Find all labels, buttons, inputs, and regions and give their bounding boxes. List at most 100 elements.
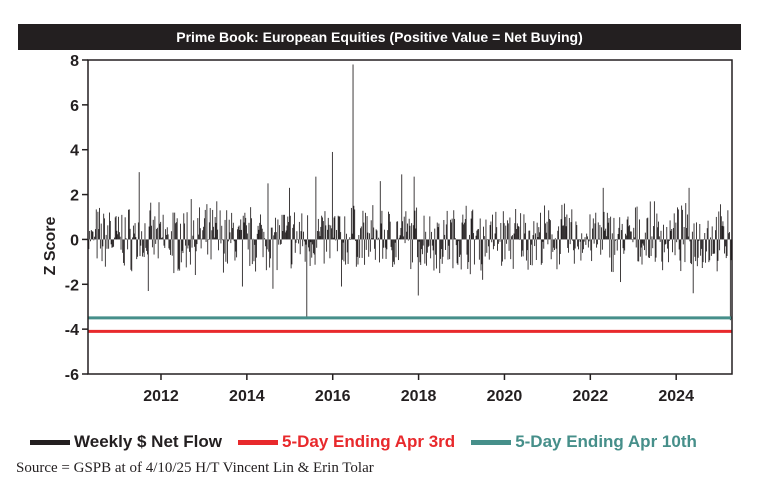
flow-bar [262, 239, 264, 258]
flow-bar [698, 239, 700, 241]
flow-bar [254, 239, 256, 245]
flow-bar [644, 239, 645, 251]
flow-bar [592, 228, 593, 240]
flow-bar [231, 212, 233, 240]
flow-bar [417, 239, 419, 296]
flow-bar [571, 209, 573, 240]
flow-bar [293, 224, 295, 240]
flow-bar [677, 207, 678, 240]
flow-bar [511, 236, 512, 240]
flow-bar [251, 239, 253, 265]
flow-bar [339, 216, 341, 240]
flow-bar [425, 231, 427, 240]
flow-bar [252, 238, 254, 240]
flow-bar [526, 239, 528, 251]
flow-bar [502, 211, 504, 240]
flow-bar [264, 238, 266, 240]
flow-bar [239, 229, 241, 240]
flow-bar [220, 239, 222, 244]
flow-bar [671, 228, 673, 240]
flow-bar [359, 239, 361, 258]
flow-bar [713, 239, 715, 254]
flow-bar [412, 239, 413, 263]
flow-bar [269, 239, 271, 268]
flow-bar [501, 239, 503, 266]
flow-bar [236, 239, 238, 258]
flow-bar [585, 239, 587, 245]
flow-bar [420, 239, 422, 265]
flow-bar [204, 209, 206, 240]
flow-bar [723, 226, 725, 240]
flow-bar [632, 239, 634, 243]
flow-bar [493, 239, 495, 247]
y-tick-label: 8 [70, 53, 79, 70]
flow-bar [175, 222, 177, 240]
flow-bar [613, 217, 615, 240]
flow-bar [118, 216, 119, 240]
flow-bar [468, 239, 470, 263]
flow-bar [292, 227, 294, 240]
flow-bar [265, 239, 266, 247]
flow-bar [289, 215, 291, 240]
flow-bar [518, 226, 520, 240]
flow-bar [121, 214, 123, 240]
chart-title: Prime Book: European Equities (Positive … [18, 24, 741, 50]
flow-bar [361, 239, 363, 258]
flow-bar [729, 239, 731, 321]
flow-bar [727, 210, 729, 240]
flow-bar [314, 239, 316, 265]
y-tick-label: 2 [70, 188, 79, 205]
flow-bar [308, 239, 309, 248]
flow-bar [670, 230, 672, 240]
flow-bar [679, 239, 681, 261]
flow-bar [604, 230, 606, 240]
flow-bar [287, 216, 289, 240]
flow-bar [660, 230, 662, 240]
legend-label-weekly-flow: Weekly $ Net Flow [74, 432, 223, 451]
flow-bar [172, 212, 174, 240]
flow-bar [178, 239, 180, 269]
flow-bar [163, 239, 165, 246]
flow-bar [165, 229, 167, 240]
flow-bar [507, 223, 509, 240]
flow-bar [112, 239, 114, 248]
flow-bar [705, 239, 707, 252]
flow-bar [726, 239, 728, 256]
flow-bar [607, 222, 609, 240]
flow-bar [658, 236, 660, 240]
flow-bar [696, 239, 698, 267]
flow-bar [443, 220, 445, 240]
flow-bar [587, 239, 589, 248]
flow-bar [369, 239, 371, 252]
flow-bar [388, 211, 389, 240]
flow-bar [504, 239, 506, 260]
flow-bar [719, 239, 721, 251]
flow-bar [547, 239, 549, 245]
flow-bar [313, 239, 315, 255]
flow-bar [521, 239, 523, 251]
flow-bar [725, 239, 727, 259]
flow-bar [620, 230, 622, 240]
flow-bar [238, 225, 240, 240]
flow-bar [485, 219, 487, 240]
flow-bar [364, 212, 366, 240]
flow-bar [227, 239, 229, 242]
flow-bar [323, 239, 325, 264]
flow-bar [379, 239, 380, 263]
flow-bar [478, 229, 479, 240]
flow-bar [380, 223, 382, 240]
flow-bar [686, 214, 688, 240]
flow-bar [274, 232, 276, 240]
flow-bar [154, 216, 156, 240]
flow-bar [290, 239, 292, 269]
flow-bar [538, 227, 540, 240]
flow-bar [279, 225, 280, 240]
flow-bar [508, 239, 510, 251]
flow-bar [484, 239, 486, 257]
flow-bar [680, 239, 682, 272]
flow-bar [124, 217, 126, 240]
flow-bar [308, 239, 310, 252]
flow-bar [573, 239, 574, 251]
flow-bar [599, 224, 601, 240]
flow-bar [525, 239, 527, 261]
